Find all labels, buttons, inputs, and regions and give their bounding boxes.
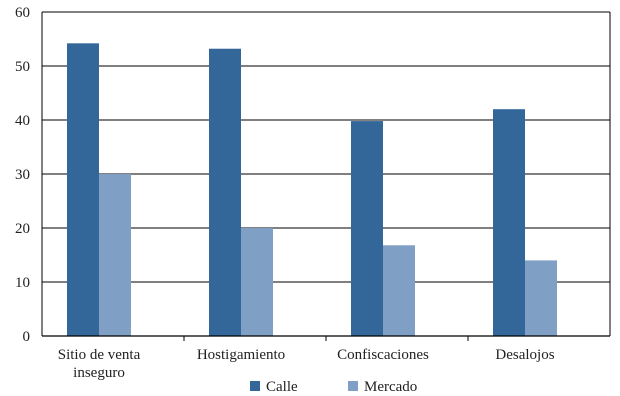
category-labels: Sitio de venta inseguro Hostigamiento Confi…: [58, 347, 555, 381]
y-tick-label-20: 20: [15, 221, 30, 237]
bar-mercado-0: [99, 174, 131, 336]
legend-swatch-mercado: [348, 381, 358, 391]
y-tick-label-60: 60: [15, 5, 30, 21]
y-tick-label-40: 40: [15, 113, 30, 129]
y-axis-ticks: 0 10 20 30 40 50 60: [15, 5, 30, 345]
y-tick-label-10: 10: [15, 275, 30, 291]
category-label-0-line-0: Sitio de venta: [58, 347, 141, 363]
bar-calle-1: [209, 48, 241, 336]
category-label-2-line-0: Confiscaciones: [337, 347, 429, 363]
gridlines: [41, 11, 611, 337]
y-tick-label-0: 0: [23, 329, 31, 345]
bar-calle-0: [67, 43, 99, 336]
legend-swatch-calle: [250, 381, 260, 391]
legend-label-calle: Calle: [266, 379, 298, 395]
y-tick-label-50: 50: [15, 59, 30, 75]
bar-mercado-3: [525, 260, 557, 336]
legend: Calle Mercado: [250, 379, 417, 395]
category-label-1-line-0: Hostigamiento: [197, 347, 285, 363]
legend-label-mercado: Mercado: [364, 379, 417, 395]
bars: [67, 43, 557, 336]
bar-mercado-1: [241, 228, 273, 336]
y-tick-label-30: 30: [15, 167, 30, 183]
bar-mercado-2: [383, 245, 415, 336]
x-axis: [42, 335, 610, 341]
bar-calle-2: [351, 121, 383, 336]
category-label-0-line-1: inseguro: [73, 365, 125, 381]
bar-calle-3: [493, 109, 525, 336]
category-label-3-line-0: Desalojos: [495, 347, 554, 363]
